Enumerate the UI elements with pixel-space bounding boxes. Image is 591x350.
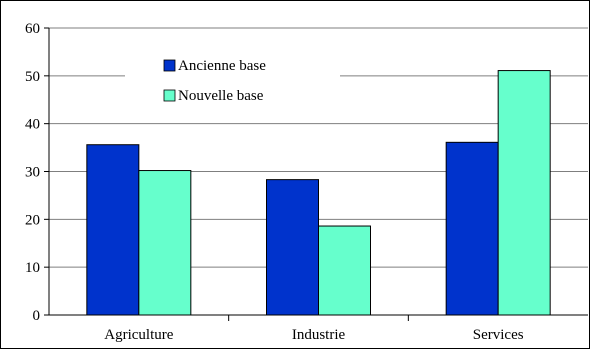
x-tick-label-industrie: Industrie [292, 327, 346, 343]
bar-industrie-nouvelle-base [318, 225, 371, 316]
x-tick-label-services: Services [473, 327, 524, 343]
legend-label-ancienne-base: Ancienne base [178, 58, 266, 74]
x-tick-label-agriculture: Agriculture [104, 327, 173, 343]
y-tick-label: 60 [25, 21, 40, 37]
legend-swatch-ancienne-base [163, 59, 176, 72]
y-tick-label: 30 [25, 165, 40, 181]
legend-background [125, 52, 340, 110]
y-tick-label: 0 [33, 308, 41, 324]
y-tick-label: 20 [25, 212, 40, 228]
y-tick-label: 10 [25, 260, 40, 276]
x-axis-ticks: Agriculture Industrie Services [104, 315, 524, 343]
legend: Ancienne base Nouvelle base [125, 52, 340, 110]
y-tick-label: 40 [25, 117, 40, 133]
y-axis-ticks: 0 10 20 30 40 50 60 [25, 21, 49, 324]
bar-services-ancienne-base [445, 141, 499, 316]
bar-agriculture-nouvelle-base [138, 170, 192, 316]
bar-industrie-ancienne-base [266, 179, 319, 316]
bar-services-nouvelle-base [497, 70, 551, 316]
legend-swatch-nouvelle-base [163, 89, 176, 102]
bar-agriculture-ancienne-base [86, 144, 140, 316]
legend-label-nouvelle-base: Nouvelle base [178, 88, 264, 104]
y-tick-label: 50 [25, 69, 40, 85]
bars [86, 70, 551, 316]
